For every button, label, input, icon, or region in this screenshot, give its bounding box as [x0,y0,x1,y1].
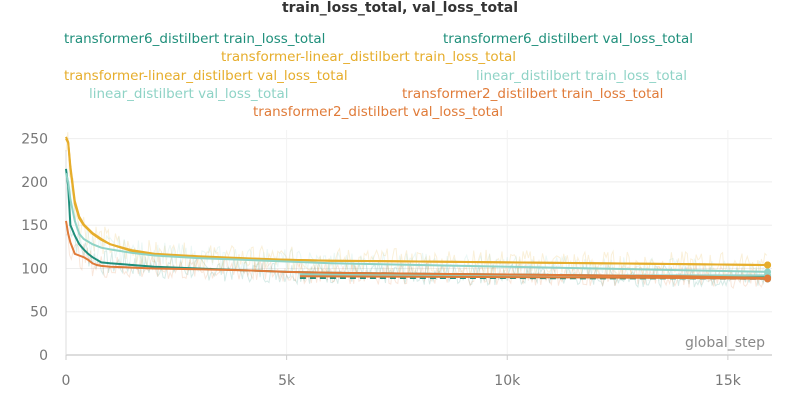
y-tick-label: 50 [30,305,48,321]
series-line [65,138,768,266]
series-line [65,173,768,273]
series-line [65,220,768,279]
y-tick-label: 200 [21,175,48,191]
series-end-point [764,275,772,283]
legend-item[interactable]: transformer6_distilbert val_loss_total [443,31,693,47]
x-tick-label: 5k [278,373,296,389]
legend-item[interactable]: linear_distilbert train_loss_total [476,68,687,84]
series-line [65,136,768,266]
x-tick-label: 0 [62,373,71,389]
x-tick-label: 15k [715,373,742,389]
series-end-point [764,261,772,269]
y-tick-label: 250 [21,132,48,148]
legend-item[interactable]: transformer2_distilbert val_loss_total [253,104,503,120]
series-line [299,275,768,280]
chart-title: train_loss_total, val_loss_total [281,0,519,16]
y-tick-label: 0 [39,348,48,364]
y-tick-label: 150 [21,218,48,234]
legend-item[interactable]: linear_distilbert val_loss_total [89,86,289,102]
x-tick-label: 10k [494,373,521,389]
legend-item[interactable]: transformer-linear_distilbert val_loss_t… [64,68,348,84]
x-axis-title: global_step [685,335,765,351]
legend-item[interactable]: transformer2_distilbert train_loss_total [402,86,664,102]
y-tick-label: 100 [21,261,48,277]
legend-item[interactable]: transformer6_distilbert train_loss_total [64,31,326,47]
legend-item[interactable]: transformer-linear_distilbert train_loss… [221,49,517,65]
